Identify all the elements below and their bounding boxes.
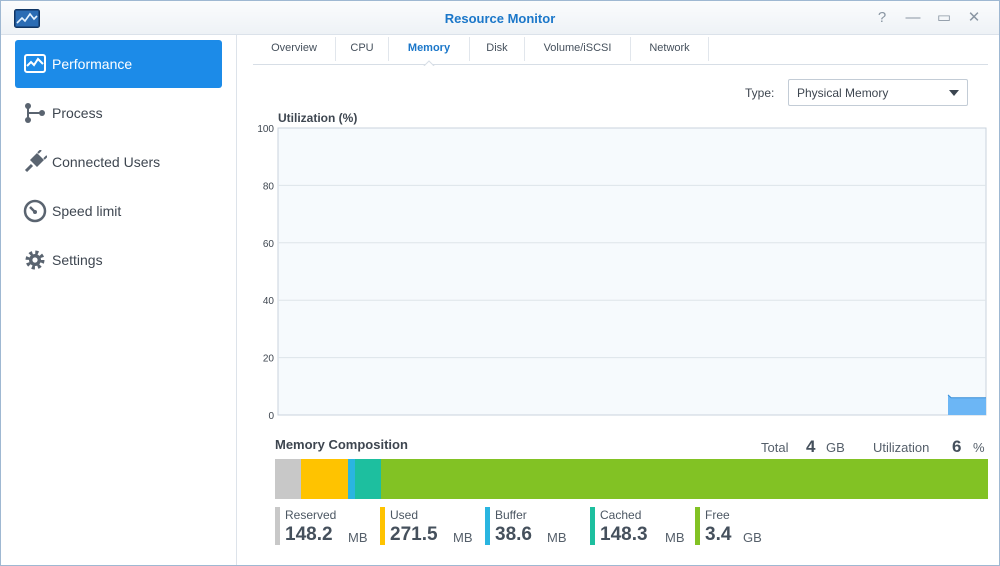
y-tick-label: 40 bbox=[263, 296, 275, 307]
maximize-button[interactable]: ▭ bbox=[936, 9, 952, 26]
legend-swatch bbox=[485, 507, 490, 545]
legend-value: 271.5 bbox=[390, 524, 438, 545]
minimize-button[interactable]: — bbox=[905, 9, 921, 26]
composition-segment-cached bbox=[354, 459, 381, 499]
tab-divider bbox=[708, 37, 709, 61]
tab-bar: Overview CPU Memory Disk Volume/iSCSI Ne… bbox=[253, 35, 988, 65]
sidebar-item-label: Speed limit bbox=[52, 203, 122, 219]
legend-label: Free bbox=[705, 508, 730, 522]
legend-reserved: Reserved 148.2 MB bbox=[275, 507, 375, 545]
legend-label: Used bbox=[390, 508, 419, 522]
legend-free: Free 3.4 GB bbox=[695, 507, 795, 545]
legend-swatch bbox=[695, 507, 700, 545]
legend-swatch bbox=[590, 507, 595, 545]
tab-divider bbox=[388, 37, 389, 61]
legend-value: 38.6 bbox=[495, 524, 532, 545]
total-label: Total bbox=[761, 440, 789, 455]
legend-swatch bbox=[380, 507, 385, 545]
tab-memory[interactable]: Memory bbox=[407, 42, 451, 54]
title-bar: Resource Monitor ? — ▭ ✕ bbox=[1, 1, 999, 35]
tab-disk[interactable]: Disk bbox=[486, 42, 508, 54]
y-tick-label: 60 bbox=[263, 239, 275, 250]
legend-unit: GB bbox=[743, 530, 762, 545]
composition-segment-used bbox=[300, 459, 349, 499]
sidebar-item-label: Connected Users bbox=[52, 154, 161, 170]
chevron-down-icon bbox=[949, 90, 959, 96]
legend-unit: MB bbox=[547, 530, 567, 545]
type-label: Type: bbox=[745, 86, 775, 100]
plot-area bbox=[277, 127, 987, 416]
sidebar-item-settings[interactable]: Settings bbox=[15, 236, 222, 284]
composition-segment-free bbox=[380, 459, 988, 499]
y-tick-label: 20 bbox=[263, 354, 275, 365]
legend-unit: MB bbox=[453, 530, 473, 545]
total-value: 4 bbox=[806, 437, 816, 456]
utilization-area bbox=[948, 394, 986, 415]
utilization-unit: % bbox=[973, 440, 985, 455]
utilization-label: Utilization bbox=[873, 440, 930, 455]
window-title: Resource Monitor bbox=[444, 11, 556, 26]
legend-unit: MB bbox=[348, 530, 368, 545]
y-tick-label: 100 bbox=[257, 124, 274, 135]
sidebar-item-label: Performance bbox=[52, 56, 133, 72]
legend-unit: MB bbox=[665, 530, 685, 545]
plug-icon bbox=[24, 150, 47, 173]
legend-value: 3.4 bbox=[705, 524, 732, 545]
sidebar-item-label: Settings bbox=[52, 252, 103, 268]
sidebar-item-process[interactable]: Process bbox=[15, 89, 222, 137]
resource-monitor-app-icon bbox=[14, 9, 40, 28]
total-unit: GB bbox=[826, 440, 845, 455]
legend-label: Reserved bbox=[285, 508, 337, 522]
composition-segment-buffer bbox=[348, 459, 355, 499]
tab-divider bbox=[335, 37, 336, 61]
tab-overview[interactable]: Overview bbox=[271, 42, 317, 54]
utilization-line bbox=[947, 394, 986, 399]
performance-icon bbox=[24, 54, 46, 73]
tab-divider bbox=[524, 37, 525, 61]
memory-composition-bar bbox=[275, 459, 988, 499]
sidebar-item-connected-users[interactable]: Connected Users bbox=[15, 138, 222, 186]
help-button[interactable]: ? bbox=[877, 9, 887, 26]
chart-title: Utilization (%) bbox=[278, 111, 358, 125]
y-tick-label: 0 bbox=[268, 411, 274, 421]
sidebar-item-speed-limit[interactable]: Speed limit bbox=[15, 187, 222, 235]
tab-volume-iscsi[interactable]: Volume/iSCSI bbox=[543, 42, 612, 54]
type-dropdown-value: Physical Memory bbox=[797, 86, 889, 100]
sidebar-item-label: Process bbox=[52, 105, 103, 121]
tab-divider bbox=[630, 37, 631, 61]
composition-segment-reserved bbox=[275, 459, 301, 499]
sidebar: Performance Process Connected Users bbox=[1, 35, 237, 565]
legend-buffer: Buffer 38.6 MB bbox=[485, 507, 585, 545]
gear-icon bbox=[25, 250, 45, 270]
close-button[interactable]: ✕ bbox=[967, 9, 981, 26]
utilization-value: 6 bbox=[952, 437, 962, 456]
legend-swatch bbox=[275, 507, 280, 545]
process-icon bbox=[25, 103, 45, 123]
legend-value: 148.3 bbox=[600, 524, 648, 545]
y-tick-label: 80 bbox=[263, 181, 275, 192]
legend-label: Buffer bbox=[495, 508, 527, 522]
legend-label: Cached bbox=[600, 508, 642, 522]
utilization-chart: 0 20 40 60 80 100 bbox=[257, 124, 987, 421]
legend-value: 148.2 bbox=[285, 524, 333, 545]
tab-divider bbox=[469, 37, 470, 61]
speedometer-icon bbox=[23, 199, 47, 223]
active-tab-indicator bbox=[423, 60, 435, 67]
memory-composition-title: Memory Composition bbox=[275, 437, 408, 452]
sidebar-item-performance[interactable]: Performance bbox=[15, 40, 222, 88]
type-dropdown[interactable]: Physical Memory bbox=[788, 79, 968, 106]
legend-used: Used 271.5 MB bbox=[380, 507, 480, 545]
tab-cpu[interactable]: CPU bbox=[350, 42, 374, 54]
legend-cached: Cached 148.3 MB bbox=[590, 507, 690, 545]
tab-network[interactable]: Network bbox=[649, 42, 690, 54]
